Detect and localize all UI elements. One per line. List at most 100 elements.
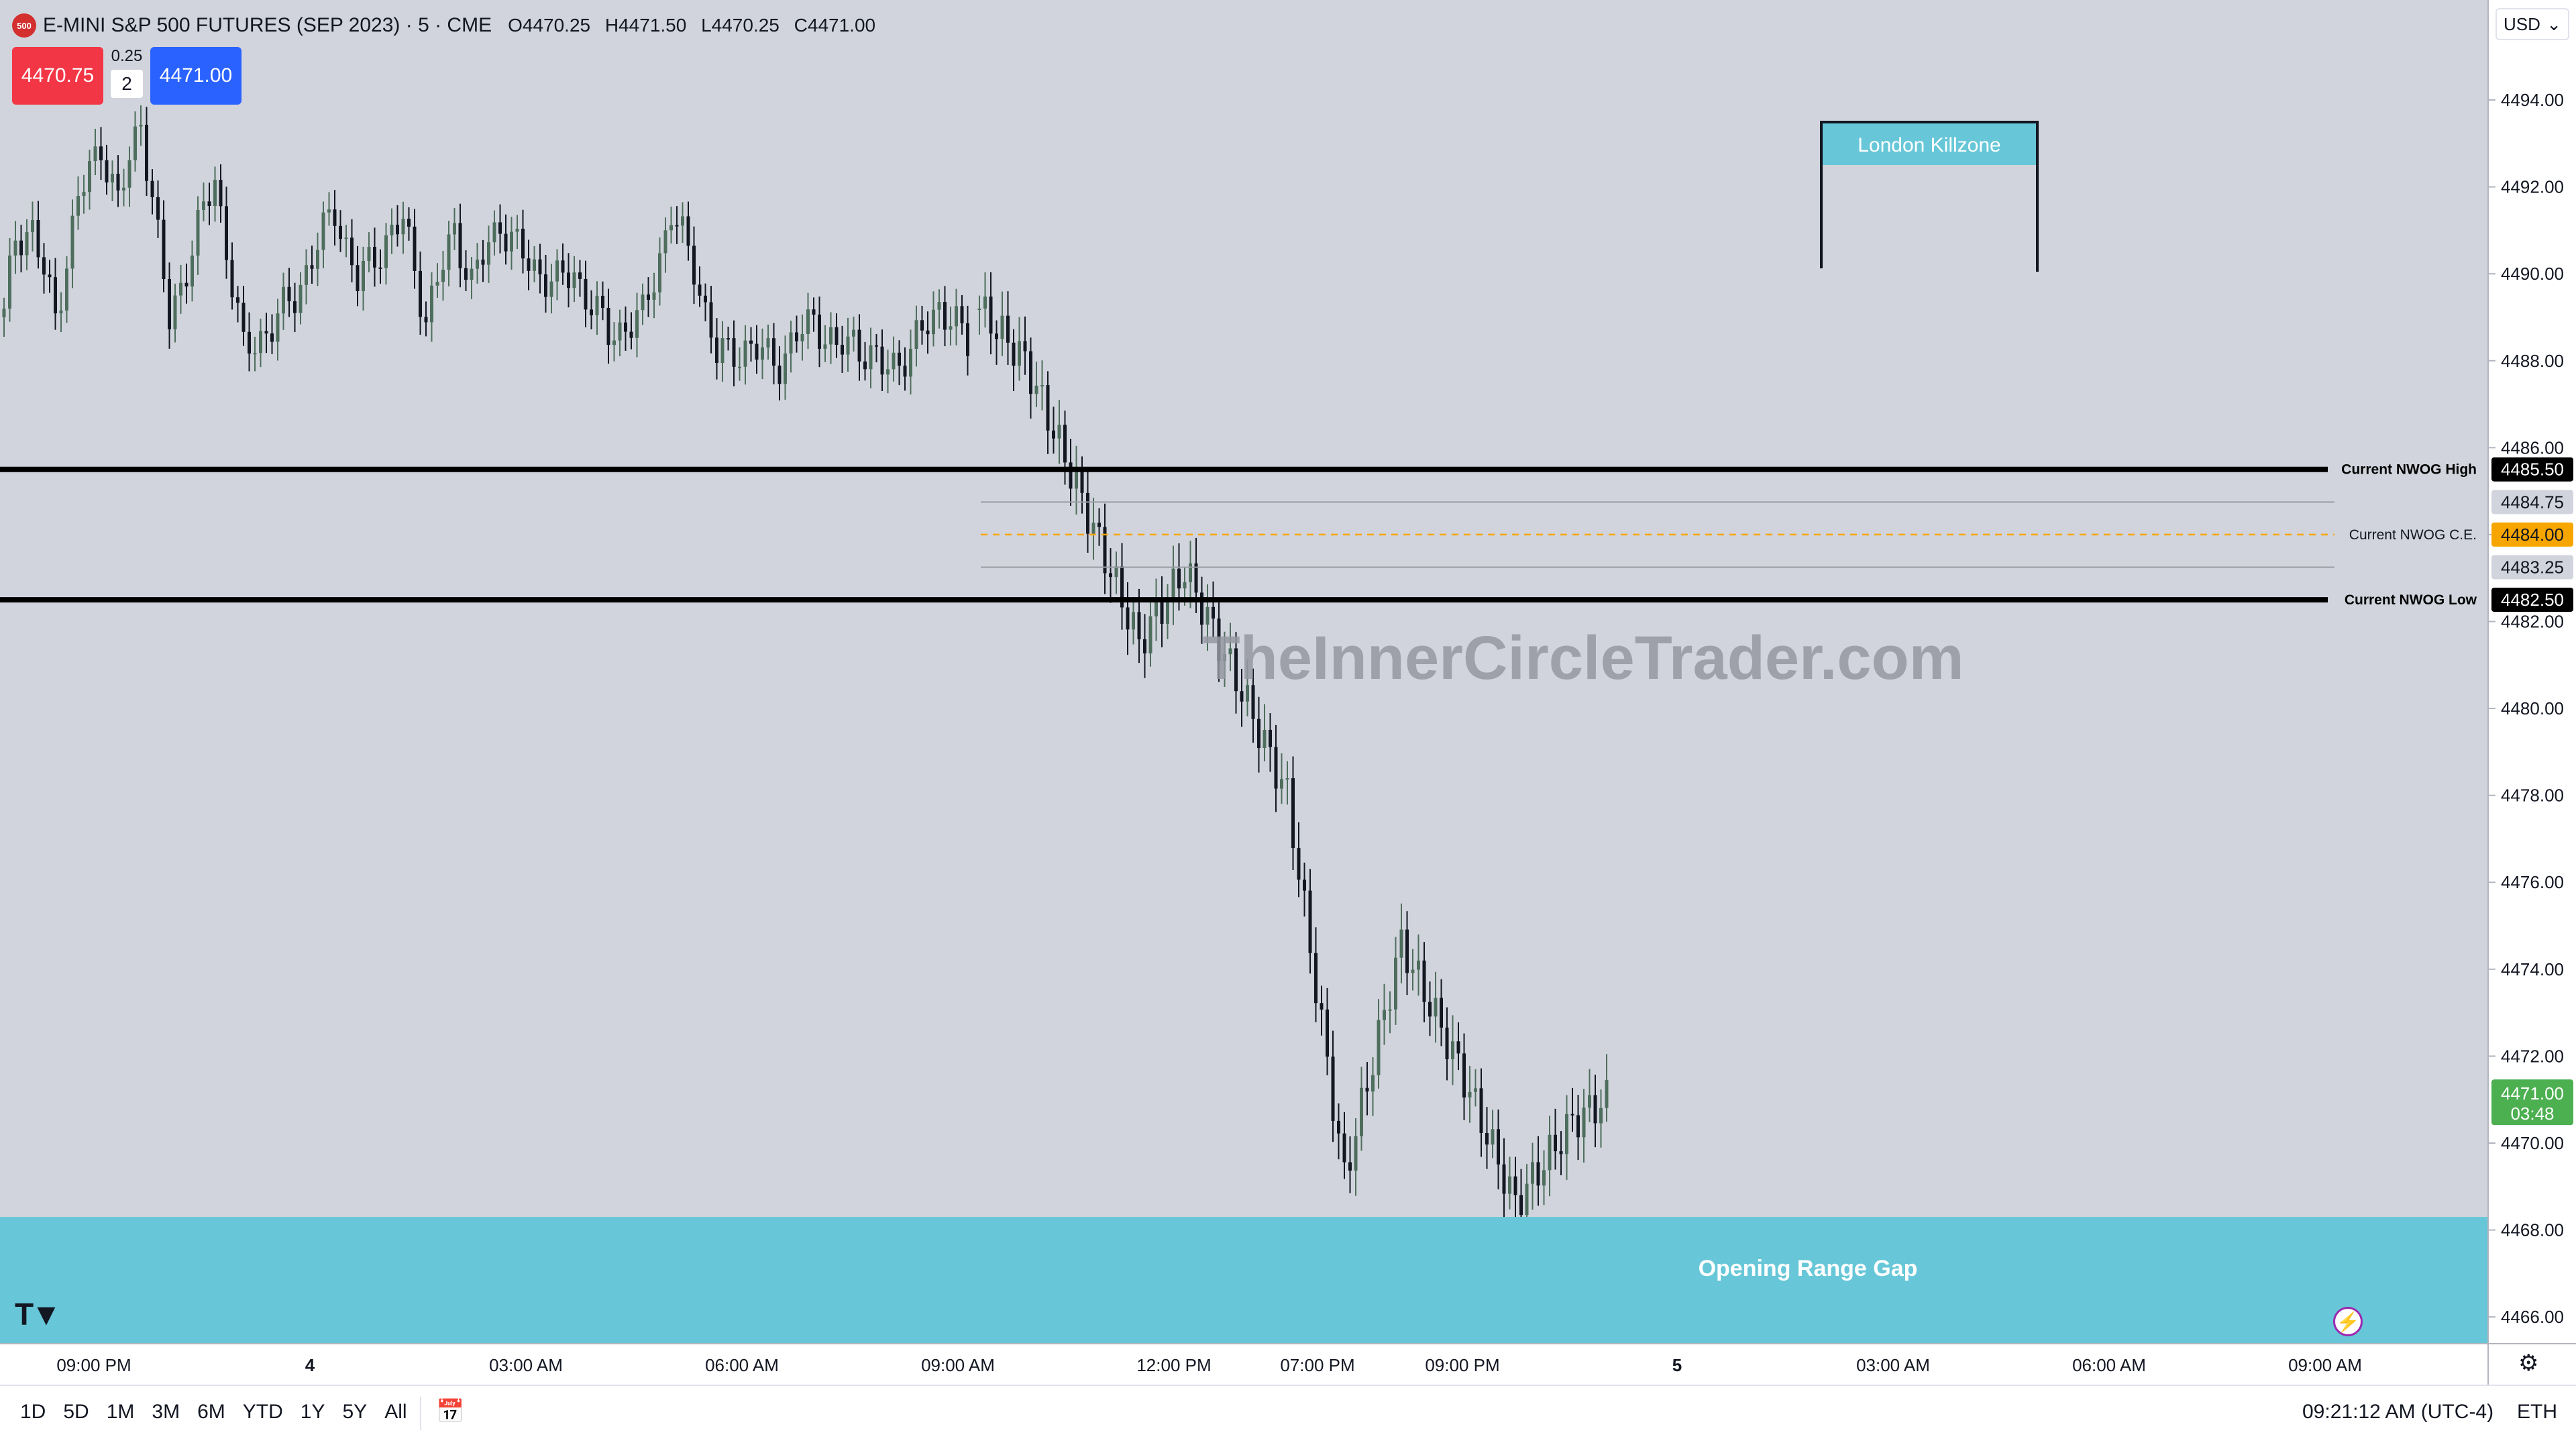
candle-body [663, 230, 667, 254]
candle-body [498, 222, 502, 234]
range-button-5y[interactable]: 5Y [342, 1401, 368, 1423]
time-tick-label: 07:00 PM [1280, 1355, 1354, 1375]
range-button-ytd[interactable]: YTD [242, 1401, 283, 1423]
candle-body [1479, 1088, 1483, 1133]
candle-body [1212, 606, 1215, 619]
level-price-text: 4482.50 [2501, 590, 2564, 610]
london-killzone-bracket[interactable] [1820, 121, 2039, 272]
candle-body [1052, 430, 1055, 439]
candle-body [1126, 607, 1130, 630]
candle-body [624, 322, 627, 332]
candle-body [1565, 1114, 1568, 1155]
candle-body [1285, 778, 1289, 780]
candle-body [669, 225, 673, 231]
candle-body [1456, 1041, 1460, 1054]
candle-body [937, 302, 941, 310]
tradingview-logo[interactable]: T▼ [15, 1297, 62, 1332]
candle-body [635, 310, 639, 338]
range-button-6m[interactable]: 6M [197, 1401, 225, 1423]
candle-body [282, 286, 285, 314]
chart-pane[interactable]: Opening Range Gap TheInnerCircleTrader.co… [0, 0, 2487, 1343]
level-price-tag [2491, 588, 2573, 612]
chart-svg[interactable]: Opening Range Gap TheInnerCircleTrader.co… [0, 0, 2487, 1343]
candle-body [1040, 385, 1044, 387]
candle-body [755, 343, 759, 360]
candle-body [116, 174, 120, 191]
price-tick-label: 4494.00 [2501, 90, 2564, 110]
candle-body [305, 265, 308, 285]
sell-button[interactable]: 4470.75 [12, 47, 103, 105]
range-button-1m[interactable]: 1M [106, 1401, 135, 1423]
candle-body [316, 250, 319, 269]
opening-range-gap-zone[interactable] [0, 1217, 2487, 1343]
candle-body [1063, 425, 1067, 463]
clock-display[interactable]: 09:21:12 AM (UTC-4) [2302, 1401, 2494, 1423]
range-button-1d[interactable]: 1D [20, 1401, 46, 1423]
range-button-5d[interactable]: 5D [63, 1401, 89, 1423]
candle-body [738, 366, 741, 368]
symbol-legend[interactable]: 500 E-MINI S&P 500 FUTURES (SEP 2023) · … [12, 11, 885, 40]
calendar-icon[interactable]: 📅 [436, 1399, 465, 1424]
range-button-1y[interactable]: 1Y [300, 1401, 325, 1423]
candle-body [1177, 568, 1181, 589]
price-tick-label: 4478.00 [2501, 786, 2564, 806]
candle-body [1018, 341, 1021, 366]
candle-body [743, 340, 747, 367]
level-price-tag [2491, 457, 2573, 482]
candle-body [1365, 1087, 1369, 1092]
price-axis[interactable]: 4494.00 4492.00 4490.00 4488.00 4486.00 4484.… [2487, 0, 2576, 1343]
time-axis[interactable]: 09:00 PM 4 03:00 AM 06:00 AM 09:00 AM 12:00 P… [0, 1343, 2487, 1385]
candle-body [749, 340, 753, 344]
buy-button[interactable]: 4471.00 [150, 47, 241, 105]
candle-body [857, 329, 861, 362]
candle-body [595, 295, 599, 315]
chevron-down-icon: ⌄ [2546, 13, 2561, 34]
candle-body [1559, 1151, 1563, 1155]
range-button-all[interactable]: All [384, 1401, 407, 1423]
candle-body [1320, 1003, 1324, 1010]
currency-select[interactable]: USD ⌄ [2496, 8, 2569, 40]
time-tick-label: 06:00 AM [2072, 1355, 2146, 1375]
session-toggle[interactable]: ETH [2517, 1401, 2557, 1423]
gear-icon[interactable]: ⚙ [2518, 1350, 2539, 1376]
time-tick-label: 09:00 AM [921, 1355, 995, 1375]
range-button-3m[interactable]: 3M [152, 1401, 180, 1423]
quantity-field[interactable]: 2 [111, 70, 143, 98]
candle-body [1120, 566, 1124, 608]
candle-body [555, 260, 559, 282]
candle-body [122, 187, 125, 191]
candle-body [903, 366, 907, 377]
candle-body [1337, 1120, 1340, 1134]
candle-body [1006, 315, 1010, 343]
lightning-icon[interactable]: ⚡ [2333, 1307, 2363, 1336]
candle-body [481, 259, 485, 265]
price-axis-svg: 4494.00 4492.00 4490.00 4488.00 4486.00 4484.… [2489, 90, 2573, 1327]
candle-body [515, 228, 519, 232]
candle-body [829, 327, 833, 345]
candle-body [1183, 582, 1187, 589]
candle-body [82, 192, 86, 197]
candle-body [492, 222, 496, 243]
candle-body [139, 124, 143, 127]
candle-body [1497, 1129, 1500, 1165]
candle-body [413, 226, 417, 271]
candle-body [966, 323, 969, 356]
symbol-title[interactable]: E-MINI S&P 500 FUTURES (SEP 2023) · 5 · … [43, 14, 492, 36]
candle-body [590, 309, 593, 315]
candle-body [42, 257, 46, 275]
candle-body [259, 331, 262, 354]
candle-body [1303, 879, 1306, 891]
candle-body [920, 320, 924, 331]
candle-body [378, 267, 382, 269]
candle-body [1525, 1183, 1529, 1216]
candle-body [1029, 351, 1032, 394]
trade-panel: 4470.75 0.25 2 4471.00 [12, 47, 241, 105]
high-value: H4471.50 [604, 15, 687, 36]
candle-body [1023, 341, 1027, 352]
candle-body [647, 294, 650, 300]
candle-body [1342, 1133, 1346, 1163]
candle-body [1593, 1095, 1597, 1124]
candle-body [111, 174, 114, 182]
candle-body [578, 272, 582, 279]
